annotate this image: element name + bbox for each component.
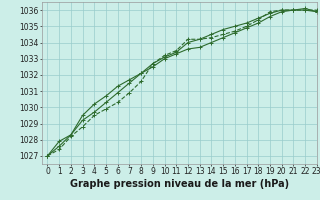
X-axis label: Graphe pression niveau de la mer (hPa): Graphe pression niveau de la mer (hPa) (70, 179, 289, 189)
